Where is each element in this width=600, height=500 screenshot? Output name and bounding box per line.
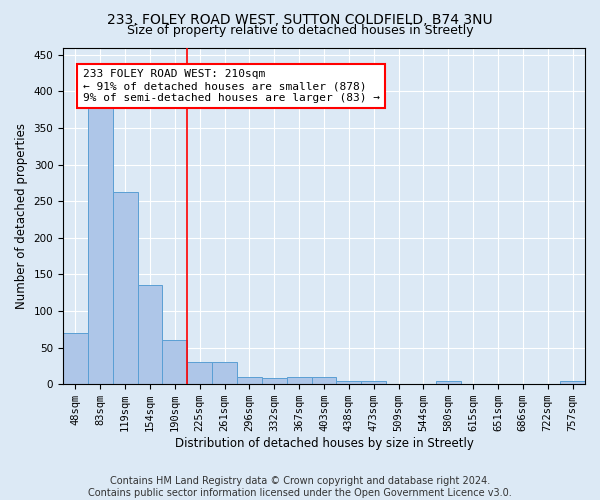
Bar [311,377,337,384]
Bar [113,192,137,384]
Bar [237,377,262,384]
Bar [361,380,386,384]
Bar [436,380,461,384]
X-axis label: Distribution of detached houses by size in Streetly: Distribution of detached houses by size … [175,437,473,450]
Text: 233 FOLEY ROAD WEST: 210sqm
← 91% of detached houses are smaller (878)
9% of sem: 233 FOLEY ROAD WEST: 210sqm ← 91% of det… [83,70,380,102]
Text: Contains HM Land Registry data © Crown copyright and database right 2024.
Contai: Contains HM Land Registry data © Crown c… [88,476,512,498]
Bar [337,380,361,384]
Bar [287,377,311,384]
Bar [137,286,163,384]
Bar [88,108,113,384]
Bar [187,362,212,384]
Y-axis label: Number of detached properties: Number of detached properties [15,123,28,309]
Bar [163,340,187,384]
Text: 233, FOLEY ROAD WEST, SUTTON COLDFIELD, B74 3NU: 233, FOLEY ROAD WEST, SUTTON COLDFIELD, … [107,12,493,26]
Bar [212,362,237,384]
Bar [63,333,88,384]
Bar [262,378,287,384]
Bar [560,382,585,384]
Text: Size of property relative to detached houses in Streetly: Size of property relative to detached ho… [127,24,473,37]
